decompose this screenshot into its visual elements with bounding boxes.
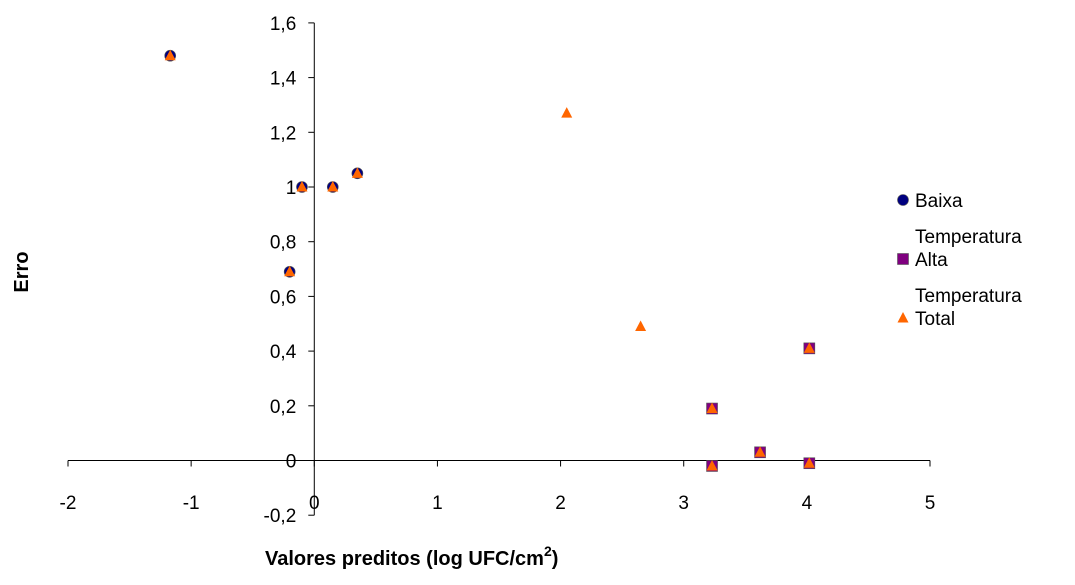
- data-point-total: [635, 320, 647, 331]
- legend-marker-baixa-temperatura: [897, 194, 909, 206]
- data-point-total: [327, 181, 339, 192]
- y-tick-label: 0,2: [270, 397, 296, 418]
- x-tick-label: -2: [60, 493, 77, 514]
- legend-marker-total: [897, 312, 909, 323]
- legend-label-baixa-temperatura: Temperatura: [915, 227, 1022, 248]
- data-points: [164, 49, 816, 472]
- data-point-total: [706, 402, 718, 414]
- legend-label-total: Total: [915, 309, 955, 330]
- y-tick-label: 0,8: [270, 233, 296, 254]
- data-point-total: [164, 49, 176, 61]
- x-axis-title: Valores preditos (log UFC/cm2): [265, 543, 558, 570]
- data-point-total: [803, 342, 815, 353]
- x-tick-label: -1: [183, 493, 200, 514]
- y-tick-label: 1,4: [270, 69, 297, 90]
- y-axis-ticks: -0,2 0 0,2 0,4 0,6 0,8 1 1,2 1,4 1,6: [264, 14, 315, 527]
- data-point-total: [803, 457, 815, 468]
- data-point-total: [754, 446, 766, 457]
- data-point-total: [296, 181, 308, 192]
- x-axis-ticks: -2 -1 0 1 2 3 4 5: [60, 460, 936, 514]
- y-tick-label: 1,6: [270, 14, 296, 35]
- x-tick-label: 2: [555, 493, 566, 514]
- data-point-total: [284, 265, 296, 277]
- data-point-total: [706, 459, 718, 471]
- x-tick-label: 5: [925, 493, 936, 514]
- legend-label-alta-temperatura: Temperatura: [915, 286, 1022, 307]
- axes: [68, 22, 930, 516]
- data-point-total: [351, 167, 363, 178]
- y-tick-label: -0,2: [264, 506, 297, 527]
- y-tick-label: 1: [286, 178, 297, 199]
- data-point-total: [561, 107, 573, 118]
- legend-label-alta-temperatura: Alta: [915, 250, 948, 271]
- x-tick-label: 4: [802, 493, 813, 514]
- y-tick-label: 0,4: [270, 342, 297, 363]
- x-tick-label: 3: [678, 493, 689, 514]
- y-tick-label: 1,2: [270, 123, 296, 144]
- y-axis-title: Erro: [11, 251, 33, 292]
- legend-label-baixa-temperatura: Baixa: [915, 191, 963, 212]
- x-tick-label: 1: [432, 493, 443, 514]
- legend-marker-alta-temperatura: [897, 253, 909, 265]
- y-tick-label: 0,6: [270, 287, 296, 308]
- y-tick-label: 0: [286, 452, 297, 473]
- x-tick-label: 0: [309, 493, 320, 514]
